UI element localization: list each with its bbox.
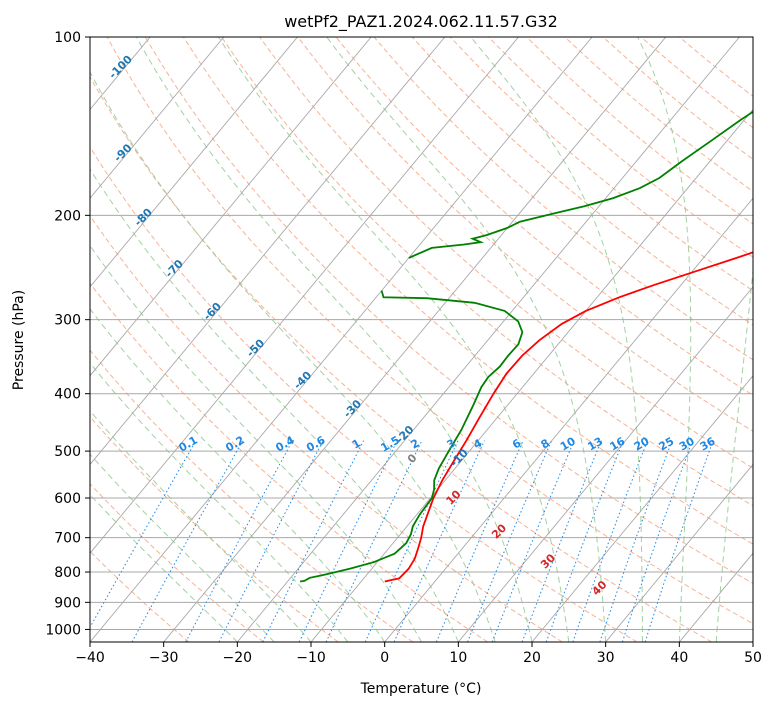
dry-adiabat-line [222,37,775,642]
isotherm-line [753,37,775,642]
moist-adiabat-label: -30 [341,397,364,420]
mixing-ratio-line [622,441,692,642]
x-tick-label: −10 [296,650,326,666]
isotherm-line [0,37,224,642]
mixing-ratio-line [645,441,713,642]
dry-adiabat-line [565,37,775,642]
y-tick-label: 700 [54,531,81,547]
y-tick-label: 800 [54,565,81,581]
dry-adiabat-line [183,37,775,642]
mixing-ratio-label: 6 [510,436,523,451]
dry-adiabat-line [0,37,189,642]
x-tick-label: 30 [597,650,615,666]
x-tick-label: 10 [449,650,467,666]
isotherm-line [237,37,739,642]
isotherm-line [0,37,3,642]
mixing-ratio-line [299,441,397,642]
mixing-ratio-label: 2 [408,437,421,452]
isotherm-line [311,37,775,642]
dry-adiabat-line [107,37,775,642]
moist-adiabat-line [0,37,237,642]
mixing-ratio-line [219,441,323,642]
y-axis-label: Pressure (hPa) [11,290,27,390]
chart-title: wetPf2_PAZ1.2024.062.11.57.G32 [284,12,558,32]
y-tick-label: 400 [54,387,81,403]
dry-adiabat-label: 40 [589,578,609,598]
isotherm-line [0,37,371,642]
y-tick-label: 500 [54,444,81,460]
dry-adiabat-line [679,37,775,642]
isotherm-line [16,37,518,642]
x-tick-label: 20 [523,650,541,666]
plot-frame [90,37,753,642]
dry-adiabat-line [641,37,775,642]
x-tick-label: −40 [75,650,105,666]
dry-adiabat-line [0,37,413,642]
dry-adiabat-label: 20 [489,521,509,541]
x-tick-label: 0 [380,650,389,666]
isotherm-line [164,37,666,642]
moist-adiabat-label: -80 [132,205,155,228]
dry-adiabat-label: 10 [444,487,464,507]
dry-adiabat-line [412,37,775,642]
moist-adiabat-label: -50 [244,336,267,359]
dry-adiabat-label: 0 [405,451,420,466]
y-tick-label: 1000 [45,622,81,638]
x-tick-label: −20 [223,650,253,666]
x-tick-label: 40 [670,650,688,666]
moist-adiabat-line [0,37,311,642]
dry-adiabat-label: 30 [538,551,558,571]
mixing-ratio-line [573,441,648,642]
mixing-ratio-line [82,441,196,642]
dry-adiabat-line [450,37,775,642]
y-tick-label: 900 [54,595,81,611]
x-axis-label: Temperature (°C) [360,681,482,697]
dry-adiabat-line [0,37,562,642]
dry-adiabat-line [603,37,775,642]
mixing-ratio-label: 8 [539,437,552,452]
isotherm-line [532,37,775,642]
x-tick-label: −30 [149,650,179,666]
isotherm-line [679,37,775,642]
moist-adiabat-line [21,37,458,642]
y-tick-label: 600 [54,491,81,507]
moist-adiabat-line [0,37,422,642]
mixing-ratio-line [600,441,672,642]
dry-adiabat-line [374,37,775,642]
moist-adiabat-label: -100 [106,53,135,82]
y-tick-label: 100 [54,30,81,46]
x-tick-label: 50 [744,650,762,666]
moist-adiabat-line [0,37,274,642]
moist-adiabat-label: -40 [291,369,314,392]
temperature-profile-line [385,37,775,582]
mixing-ratio-line [546,441,623,642]
isotherm-line [90,37,592,642]
y-tick-label: 300 [54,313,81,329]
moist-adiabat-label: -70 [163,257,186,280]
y-tick-label: 200 [54,208,81,224]
dry-adiabat-line [0,37,338,642]
moist-adiabat-line [753,37,775,642]
moist-adiabat-line [136,37,532,642]
moist-adiabat-line [716,37,765,642]
